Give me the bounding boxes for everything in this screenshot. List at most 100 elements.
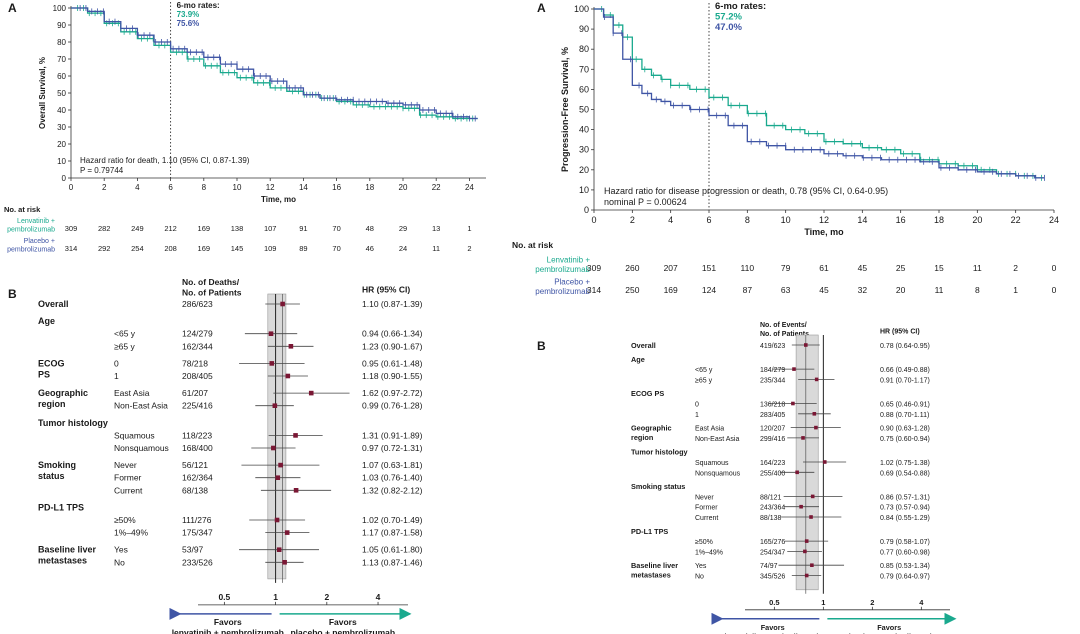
hr-point	[269, 361, 275, 366]
favors-left-label: lenvatinib + pembrolizumab	[172, 627, 284, 634]
hr-value: 0.86 (0.57-1.31)	[880, 494, 930, 501]
hr-point	[801, 436, 805, 440]
panel-label: B	[537, 339, 546, 353]
hr-point	[275, 475, 281, 480]
hr-point	[280, 301, 285, 307]
risk-count: 1	[1013, 285, 1018, 295]
hr-value: 0.94 (0.66-1.34)	[362, 329, 423, 339]
risk-count: 48	[366, 224, 374, 233]
forest-tick-label: 4	[919, 598, 924, 607]
x-tick-label: 12	[266, 183, 275, 192]
hr-value: 0.84 (0.55-1.29)	[880, 515, 930, 522]
x-tick-label: 24	[1049, 215, 1059, 225]
hr-point	[810, 563, 814, 567]
risk-count: 45	[819, 285, 829, 295]
events-column-header: No. of Patients	[182, 288, 242, 298]
events-count: 175/347	[182, 528, 213, 538]
hr-point	[308, 390, 314, 396]
subgroup-label: metastases	[631, 571, 671, 580]
events-count: 184/279	[760, 367, 785, 374]
hr-point	[803, 343, 808, 347]
x-tick-label: 6	[168, 183, 173, 192]
events-count: 78/218	[182, 358, 208, 368]
events-count: 255/400	[760, 470, 785, 477]
favors-left-label: lenvatinib + pembrolizumab	[725, 632, 822, 634]
risk-count: 8	[975, 285, 980, 295]
hr-point	[803, 549, 807, 554]
hr-value: 0.77 (0.60-0.98)	[880, 549, 930, 556]
y-tick-label: 30	[579, 145, 589, 155]
risk-count: 169	[198, 224, 211, 233]
favors-right-label: placebo + pembrolizumab	[844, 632, 934, 634]
x-tick-label: 8	[745, 215, 750, 225]
risk-count: 314	[65, 244, 78, 253]
events-count: 165/276	[760, 539, 785, 546]
hr-value: 1.62 (0.97-2.72)	[362, 388, 423, 398]
hr-value: 1.05 (0.61-1.80)	[362, 545, 423, 555]
y-tick-label: 50	[57, 89, 66, 98]
subgroup-category: Non-East Asia	[114, 401, 168, 411]
hr-point	[810, 494, 815, 499]
risk-count: 309	[65, 224, 78, 233]
panel-label: A	[537, 1, 546, 15]
y-tick-label: 30	[57, 123, 66, 132]
events-count: 345/526	[760, 574, 785, 581]
risk-count: 87	[743, 285, 753, 295]
hr-value: 0.73 (0.57-0.94)	[880, 505, 930, 512]
x-tick-label: 8	[202, 183, 207, 192]
risk-count: 0	[1052, 263, 1057, 273]
km-curve-series-2	[71, 7, 478, 120]
y-tick-label: 50	[579, 105, 589, 115]
risk-count: 282	[98, 224, 111, 233]
panel-label: A	[8, 1, 17, 15]
subgroup-label: Smoking	[38, 460, 76, 470]
hr-point	[288, 344, 294, 349]
hr-value: 0.66 (0.49-0.88)	[880, 367, 930, 374]
subgroup-label: Age	[631, 355, 645, 364]
subgroup-category: 1	[695, 412, 699, 419]
y-tick-label: 10	[579, 185, 589, 195]
hr-value: 1.32 (0.82-2.12)	[362, 485, 423, 495]
subgroup-category: Non-East Asia	[695, 436, 739, 443]
hr-value: 1.02 (0.70-1.49)	[362, 515, 423, 525]
favors-right-label: placebo + pembrolizumab	[290, 627, 395, 634]
rates-title: 6-mo rates:	[177, 1, 220, 10]
forest-tick-label: 2	[870, 598, 874, 607]
y-tick-label: 70	[57, 55, 66, 64]
x-tick-label: 16	[332, 183, 341, 192]
subgroup-category: ≥65 y	[695, 377, 713, 384]
events-column-header: No. of Events/	[760, 322, 807, 329]
km-curve-series-2	[594, 8, 1045, 179]
subgroup-category: Squamous	[114, 430, 155, 440]
hr-point	[293, 433, 298, 438]
events-count: 120/207	[760, 426, 785, 433]
favors-right-label: Favors	[329, 617, 357, 627]
risk-count: 11	[935, 285, 944, 295]
risk-count: 145	[231, 244, 244, 253]
hr-point	[792, 367, 796, 371]
subgroup-category: <65 y	[114, 329, 136, 339]
x-tick-label: 18	[365, 183, 374, 192]
risk-count: 45	[858, 263, 868, 273]
x-axis-label: Time, mo	[261, 195, 296, 204]
x-tick-label: 4	[668, 215, 673, 225]
risk-count: 11	[432, 244, 440, 253]
y-tick-label: 0	[62, 174, 67, 183]
events-count: 299/416	[760, 436, 785, 443]
forest-tick-label: 0.5	[218, 592, 230, 602]
hr-value: 0.69 (0.54-0.88)	[880, 470, 930, 477]
forest-tick-label: 2	[324, 592, 329, 602]
subgroup-label: Geographic	[38, 388, 88, 398]
risk-count: 91	[299, 224, 307, 233]
risk-count: 29	[399, 224, 407, 233]
events-count: 225/416	[182, 401, 213, 411]
subgroup-category: Current	[114, 485, 143, 495]
hr-value: 0.90 (0.63-1.28)	[880, 426, 930, 433]
hr-value: 0.99 (0.76-1.28)	[362, 401, 423, 411]
hr-value: 1.17 (0.87-1.58)	[362, 528, 423, 538]
x-tick-label: 2	[630, 215, 635, 225]
x-tick-label: 0	[591, 215, 596, 225]
events-count: 254/347	[760, 549, 785, 556]
risk-count: 2	[467, 244, 471, 253]
y-tick-label: 100	[574, 4, 589, 14]
